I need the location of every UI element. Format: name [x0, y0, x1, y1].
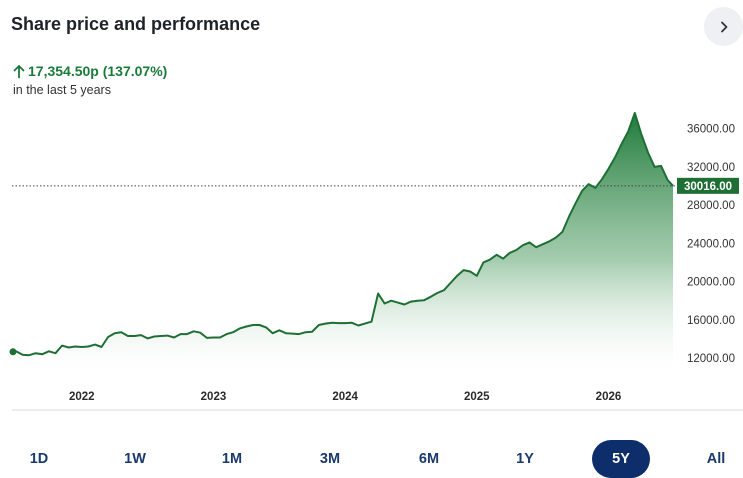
x-tick-label: 2024	[332, 391, 358, 403]
range-button-3m[interactable]: 3M	[320, 440, 340, 478]
y-tick-label: 12000.00	[687, 353, 735, 365]
time-range-selector: 1D 1W 1M 3M 6M 1Y 5Y All	[0, 440, 743, 478]
range-button-all[interactable]: All	[707, 440, 726, 478]
current-price-label: 30016.00	[684, 181, 732, 193]
y-tick-label: 24000.00	[687, 238, 735, 250]
y-tick-label: 16000.00	[687, 315, 735, 327]
y-tick-label: 20000.00	[687, 277, 735, 289]
y-tick-label: 28000.00	[687, 200, 735, 212]
range-button-1w[interactable]: 1W	[124, 440, 146, 478]
chart-layer: 12000.00 16000.00 20000.00 24000.00 28000.00…	[10, 113, 743, 410]
range-button-1m[interactable]: 1M	[222, 440, 242, 478]
x-tick-label: 2023	[201, 391, 227, 403]
y-tick-label: 32000.00	[687, 162, 735, 174]
range-button-1d[interactable]: 1D	[30, 440, 49, 478]
x-tick-label: 2025	[464, 391, 490, 403]
price-chart: 12000.00 16000.00 20000.00 24000.00 28000.00…	[0, 0, 743, 440]
start-point-marker	[10, 348, 17, 355]
x-tick-label: 2022	[69, 391, 95, 403]
range-button-1y[interactable]: 1Y	[516, 440, 534, 478]
x-tick-label: 2026	[596, 391, 622, 403]
range-button-6m[interactable]: 6M	[419, 440, 439, 478]
y-tick-label: 36000.00	[687, 124, 735, 136]
range-button-5y[interactable]: 5Y	[592, 440, 650, 478]
price-area	[12, 113, 673, 380]
